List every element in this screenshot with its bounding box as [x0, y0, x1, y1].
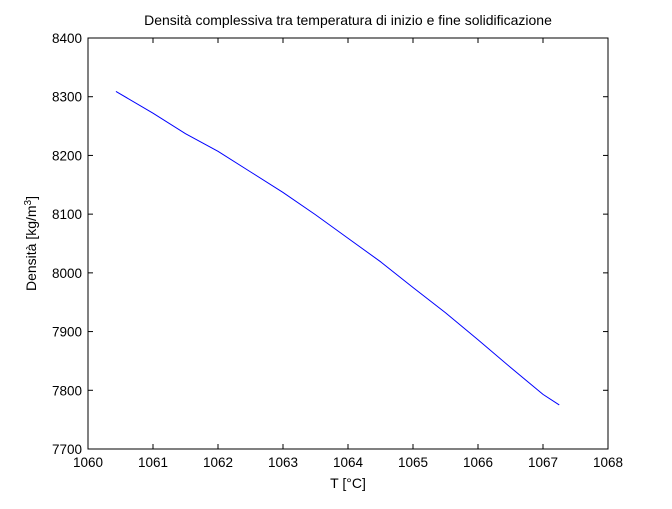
chart-title: Densità complessiva tra temperatura di i…: [144, 12, 552, 28]
y-tick-label: 8400: [52, 31, 82, 46]
x-tick-label: 1060: [73, 455, 103, 470]
y-tick-label: 8200: [52, 148, 82, 163]
y-axis-label: Densità [kg/m3]: [23, 196, 40, 291]
y-axis-label-text: Densità [kg/m: [23, 205, 39, 291]
axis-ticks: [87, 37, 609, 450]
x-tick-label: 1065: [398, 455, 428, 470]
y-axis-label-bracket: ]: [23, 196, 39, 200]
x-tick-label: 1068: [593, 455, 623, 470]
x-tick-label: 1064: [333, 455, 364, 470]
y-tick-label: 8000: [52, 266, 82, 281]
y-axis-label-superscript: 3: [23, 199, 34, 205]
series-line-0: [115, 90, 560, 406]
y-tick-label: 8300: [52, 90, 82, 105]
y-tick-label: 7900: [52, 325, 82, 340]
plot-area: [87, 37, 609, 450]
y-tick-label: 7800: [52, 383, 82, 398]
x-tick-label: 1067: [528, 455, 558, 470]
x-tick-label: 1066: [463, 455, 493, 470]
x-axis-label: T [°C]: [330, 475, 366, 491]
x-tick-label: 1061: [138, 455, 168, 470]
series-layer: [115, 90, 560, 406]
x-tick-label: 1063: [268, 455, 298, 470]
x-tick-label: 1062: [203, 455, 233, 470]
tick-labels: 1060 1061 1062 1063 1064 1065 1066 1067 1068 7700…: [52, 31, 623, 470]
y-tick-label: 7700: [52, 442, 82, 457]
y-tick-label: 8100: [52, 207, 82, 222]
